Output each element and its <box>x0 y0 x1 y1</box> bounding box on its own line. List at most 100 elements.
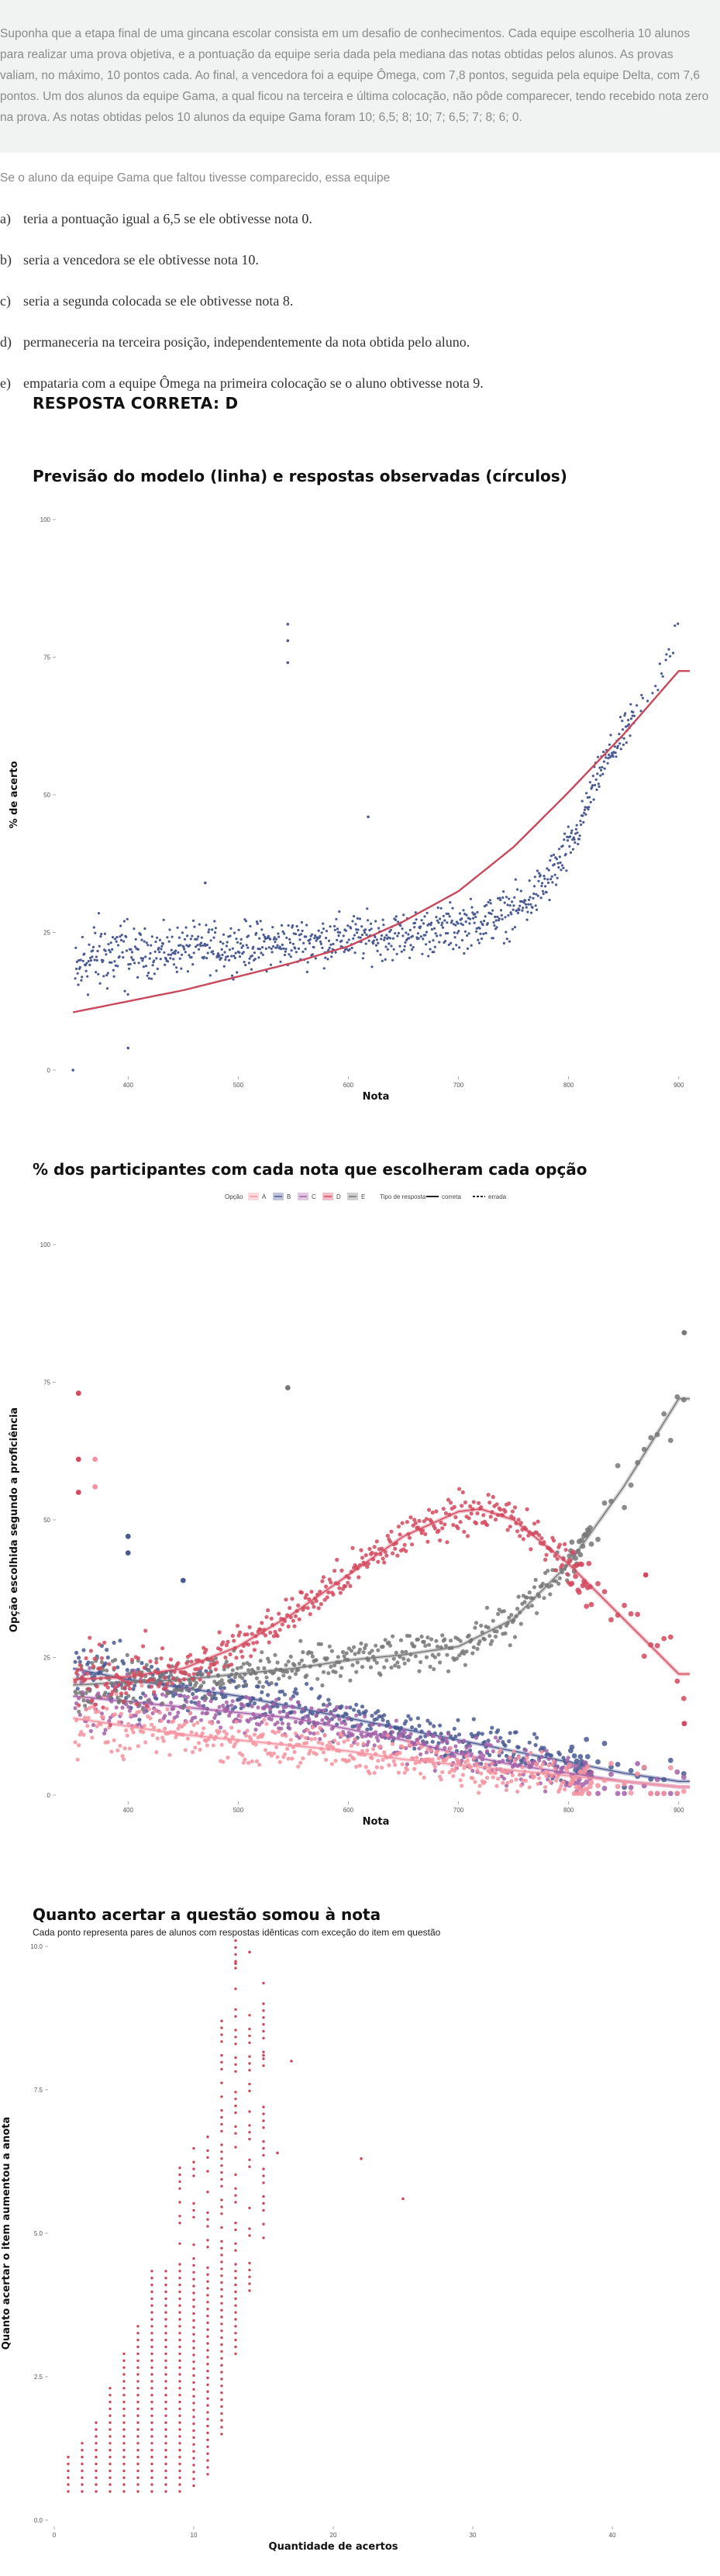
series-point <box>563 1787 567 1792</box>
series-point <box>357 1575 361 1580</box>
observed-point <box>84 969 88 972</box>
gain-point <box>220 2122 223 2126</box>
observed-point <box>119 935 122 938</box>
observed-point <box>430 921 433 924</box>
observed-point <box>239 955 242 958</box>
series-point <box>410 1542 415 1547</box>
series-point <box>183 1670 188 1675</box>
observed-point <box>136 975 140 979</box>
gain-point <box>164 2407 167 2411</box>
gain-point <box>192 2484 195 2488</box>
observed-point <box>627 719 630 722</box>
series-point <box>537 1776 542 1780</box>
observed-point <box>150 935 153 938</box>
observed-point <box>245 944 248 947</box>
gain-point <box>262 2029 265 2033</box>
series-point <box>546 1569 550 1573</box>
series-point <box>449 1734 453 1739</box>
series-point <box>412 1518 417 1522</box>
gain-point <box>178 2222 181 2225</box>
series-point <box>241 1662 246 1666</box>
chart3-title: Quanto acertar a questão somou à nota <box>33 1905 381 1924</box>
alternative-c[interactable]: c) seria a segunda colocada se ele obtive… <box>0 293 293 309</box>
observed-point <box>223 951 226 954</box>
series-point <box>648 1435 654 1441</box>
series-point <box>296 1603 301 1607</box>
series-point <box>557 1787 562 1791</box>
observed-point <box>605 756 608 759</box>
series-point <box>391 1742 395 1746</box>
observed-point <box>375 938 378 941</box>
observed-point <box>372 939 375 942</box>
series-point <box>217 1711 222 1716</box>
gain-point <box>136 2483 140 2486</box>
gain-point <box>192 2167 195 2170</box>
gain-point <box>262 1981 265 1985</box>
alternative-d[interactable]: d) permaneceria na terceira posição, inde… <box>0 334 470 350</box>
gain-point <box>234 2146 237 2149</box>
series-point <box>316 1708 321 1713</box>
gain-point <box>206 2349 209 2352</box>
observed-point <box>574 827 578 830</box>
series-point <box>338 1590 343 1595</box>
series-point <box>479 1623 484 1628</box>
series-point <box>471 1717 476 1721</box>
gain-point <box>150 2400 153 2404</box>
gain-point <box>192 2174 195 2177</box>
series-point <box>367 1546 372 1552</box>
observed-point <box>91 945 95 948</box>
gain-point <box>178 2490 181 2493</box>
outlier-point <box>286 661 290 665</box>
gain-point <box>262 2050 265 2053</box>
alternative-a[interactable]: a) teria a pontuação igual a 6,5 se ele o… <box>0 211 312 227</box>
series-point <box>391 1634 395 1638</box>
series-point <box>131 1730 136 1735</box>
series-point <box>77 1703 81 1708</box>
gain-point <box>150 2345 153 2349</box>
alternative-b[interactable]: b) seria a vencedora se ele obtivesse not… <box>0 252 259 268</box>
observed-point <box>425 911 429 914</box>
series-point <box>493 1735 498 1740</box>
series-point <box>484 1762 488 1766</box>
series-point <box>520 1765 525 1770</box>
observed-point <box>602 751 605 754</box>
observed-point <box>477 938 480 941</box>
series-point <box>239 1649 243 1654</box>
gain-point <box>109 2414 112 2417</box>
observed-point <box>467 932 470 935</box>
gain-point <box>192 2374 195 2377</box>
series-point <box>324 1715 329 1720</box>
series-point <box>383 1549 388 1554</box>
gain-point <box>220 2371 223 2374</box>
series-point <box>471 1500 476 1504</box>
series-point <box>477 1500 481 1505</box>
series-point <box>346 1738 350 1742</box>
series-point <box>160 1701 165 1706</box>
x-tick-label: 400 <box>123 1082 134 1089</box>
series-point <box>191 1672 196 1676</box>
series-point <box>339 1704 344 1709</box>
observed-point <box>285 936 288 939</box>
observed-point <box>263 940 266 943</box>
observed-point <box>402 913 405 917</box>
series-point <box>318 1725 322 1730</box>
alternative-e[interactable]: e) empataria com a equipe Ômega na primei… <box>0 375 484 392</box>
observed-point <box>661 675 664 678</box>
series-point <box>486 1493 491 1497</box>
observed-point <box>466 947 470 950</box>
series-point <box>462 1739 467 1743</box>
series-point <box>443 1522 447 1527</box>
gain-point <box>248 2062 251 2065</box>
series-point <box>277 1729 281 1734</box>
series-point <box>413 1761 418 1766</box>
observed-point <box>353 951 357 955</box>
gain-point <box>206 2149 209 2153</box>
observed-point <box>343 950 346 954</box>
observed-point <box>436 934 439 938</box>
gain-point <box>262 2105 265 2108</box>
gain-point <box>122 2373 126 2376</box>
series-point <box>319 1602 323 1607</box>
gain-point <box>234 2042 237 2046</box>
series-point <box>353 1737 357 1742</box>
series-point <box>413 1727 418 1732</box>
